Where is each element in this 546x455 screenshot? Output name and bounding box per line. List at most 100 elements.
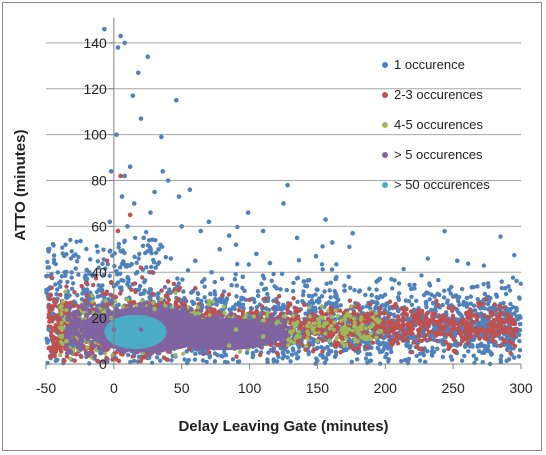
bg-point bbox=[183, 298, 189, 304]
bg-point bbox=[234, 317, 240, 323]
bg-point bbox=[68, 356, 73, 361]
bg-point bbox=[443, 310, 449, 315]
bg-point bbox=[118, 271, 123, 276]
bg-point bbox=[312, 321, 318, 326]
bg-point bbox=[514, 328, 519, 333]
bg-point bbox=[113, 294, 119, 300]
bg-point bbox=[144, 229, 149, 235]
bg-point bbox=[404, 306, 409, 312]
bg-point bbox=[486, 284, 491, 289]
bg-point bbox=[367, 286, 372, 291]
bg-point bbox=[264, 313, 269, 318]
bg-point bbox=[285, 349, 291, 355]
bg-point bbox=[355, 330, 360, 335]
bg-point bbox=[410, 349, 415, 355]
bg-point bbox=[265, 291, 270, 297]
bg-point bbox=[441, 295, 447, 300]
bg-point bbox=[458, 333, 464, 338]
bg-point bbox=[116, 245, 121, 250]
bg-point bbox=[436, 329, 441, 335]
bg-point bbox=[238, 342, 244, 348]
bg-point bbox=[107, 273, 112, 279]
bg-point bbox=[322, 289, 327, 294]
bg-point bbox=[333, 349, 339, 355]
bg-point bbox=[355, 312, 360, 317]
bg-point bbox=[87, 361, 92, 366]
bg-point bbox=[278, 287, 283, 292]
bg-point bbox=[282, 339, 288, 345]
bg-point bbox=[97, 317, 103, 322]
bg-point bbox=[329, 349, 334, 354]
bg-point bbox=[71, 303, 77, 309]
bg-point bbox=[59, 274, 65, 279]
bg-point bbox=[62, 358, 67, 363]
bg-point bbox=[305, 278, 310, 283]
bg-point bbox=[511, 317, 516, 323]
bg-point bbox=[395, 308, 401, 313]
bg-point bbox=[319, 294, 325, 299]
bg-point bbox=[189, 313, 195, 319]
bg-point bbox=[489, 352, 494, 357]
bg-point bbox=[229, 283, 234, 288]
bg-point bbox=[285, 355, 290, 360]
bg-point bbox=[74, 239, 79, 244]
bg-point bbox=[441, 348, 447, 353]
bg-point bbox=[449, 308, 455, 314]
bg-point bbox=[69, 300, 74, 305]
bg-point bbox=[370, 340, 376, 345]
bg-point bbox=[352, 337, 357, 342]
bg-point bbox=[103, 266, 108, 271]
bg-point bbox=[260, 341, 265, 347]
bg-point bbox=[200, 358, 206, 363]
bg-point bbox=[296, 344, 302, 350]
bg-point bbox=[428, 307, 434, 313]
bg-point bbox=[207, 312, 212, 318]
bg-point bbox=[329, 267, 335, 272]
bg-point bbox=[73, 266, 78, 271]
bg-point bbox=[138, 358, 144, 364]
bg-point bbox=[187, 346, 192, 352]
bg-point bbox=[63, 242, 68, 247]
bg-point bbox=[320, 267, 325, 272]
bg-point bbox=[408, 309, 414, 314]
bg-point bbox=[100, 303, 106, 309]
bg-point bbox=[404, 342, 409, 347]
bg-point bbox=[90, 293, 95, 298]
bg-point bbox=[211, 299, 216, 304]
bg-point bbox=[169, 358, 174, 363]
bg-point bbox=[287, 310, 293, 316]
bg-point bbox=[73, 339, 79, 345]
bg-point bbox=[101, 344, 107, 350]
bg-point bbox=[246, 262, 252, 267]
bg-point bbox=[131, 299, 136, 305]
bg-point bbox=[480, 360, 485, 365]
bg-point bbox=[209, 307, 214, 312]
bg-point bbox=[153, 237, 158, 243]
bg-point bbox=[79, 328, 84, 333]
bg-point bbox=[150, 291, 155, 296]
bg-point bbox=[94, 308, 100, 314]
bg-point bbox=[322, 321, 327, 326]
bg-point bbox=[369, 324, 374, 329]
bg-point bbox=[206, 339, 212, 345]
bg-point bbox=[262, 276, 267, 281]
bg-point bbox=[133, 289, 138, 295]
bg-point bbox=[146, 290, 151, 295]
bg-point bbox=[150, 311, 156, 317]
bg-point bbox=[470, 313, 475, 318]
bg-point bbox=[158, 242, 163, 248]
bg-point bbox=[392, 322, 397, 328]
bg-point bbox=[456, 325, 461, 330]
bg-point bbox=[316, 320, 322, 326]
bg-point bbox=[396, 281, 402, 286]
bg-point bbox=[409, 302, 415, 307]
bg-point bbox=[211, 330, 217, 336]
bg-point bbox=[55, 357, 60, 363]
bg-point bbox=[349, 359, 354, 365]
bg-point bbox=[153, 265, 158, 270]
bg-point bbox=[108, 300, 114, 306]
bg-point bbox=[302, 302, 307, 308]
bg-point bbox=[512, 321, 517, 327]
bg-point bbox=[323, 312, 329, 317]
bg-point bbox=[232, 276, 238, 282]
